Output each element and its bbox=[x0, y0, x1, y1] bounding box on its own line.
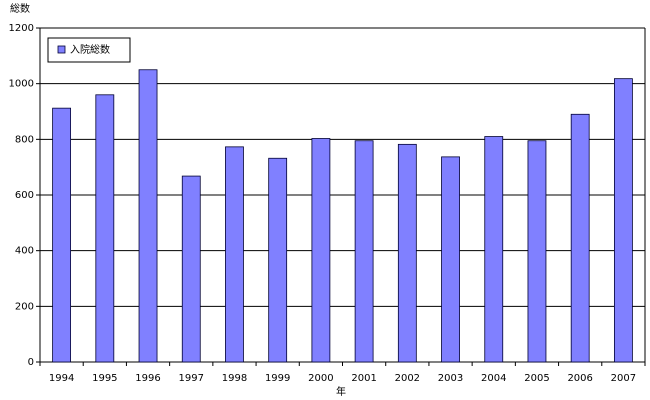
bar bbox=[95, 94, 115, 363]
bar bbox=[441, 156, 460, 363]
legend-label: 入院総数 bbox=[70, 43, 110, 56]
bar bbox=[527, 140, 547, 363]
x-tick-label: 1996 bbox=[135, 373, 160, 384]
y-tick-label: 600 bbox=[15, 190, 34, 201]
x-tick-label: 2000 bbox=[308, 373, 333, 384]
bar bbox=[268, 157, 288, 363]
x-axis-label: 年 bbox=[336, 385, 346, 398]
y-tick-label: 800 bbox=[15, 134, 34, 145]
y-tick-label: 1200 bbox=[9, 23, 34, 34]
bar bbox=[570, 113, 590, 363]
x-tick-label: 1994 bbox=[49, 373, 74, 384]
y-tick-label: 400 bbox=[15, 246, 34, 257]
x-tick-label: 2004 bbox=[481, 373, 506, 384]
y-tick-label: 200 bbox=[15, 301, 34, 312]
y-axis-label: 総数 bbox=[10, 2, 30, 15]
x-tick-label: 2003 bbox=[438, 373, 463, 384]
bar bbox=[613, 78, 633, 363]
x-tick-label: 1997 bbox=[179, 373, 204, 384]
x-tick-label: 2006 bbox=[567, 373, 592, 384]
x-tick-label: 2002 bbox=[395, 373, 420, 384]
x-tick-label: 1998 bbox=[222, 373, 247, 384]
x-tick-label: 2007 bbox=[611, 373, 636, 384]
bar bbox=[181, 175, 201, 363]
bar bbox=[52, 107, 72, 363]
bar bbox=[138, 69, 158, 363]
legend-swatch bbox=[57, 45, 66, 54]
x-tick-label: 1999 bbox=[265, 373, 290, 384]
bar bbox=[397, 143, 417, 363]
bar bbox=[225, 146, 244, 363]
x-tick-label: 2005 bbox=[524, 373, 549, 384]
x-tick-label: 2001 bbox=[351, 373, 376, 384]
bar bbox=[354, 140, 374, 363]
x-tick-label: 1995 bbox=[92, 373, 117, 384]
y-tick-label: 1000 bbox=[9, 79, 34, 90]
bar bbox=[484, 136, 504, 363]
bar bbox=[311, 138, 331, 363]
y-tick-label: 0 bbox=[28, 357, 34, 368]
